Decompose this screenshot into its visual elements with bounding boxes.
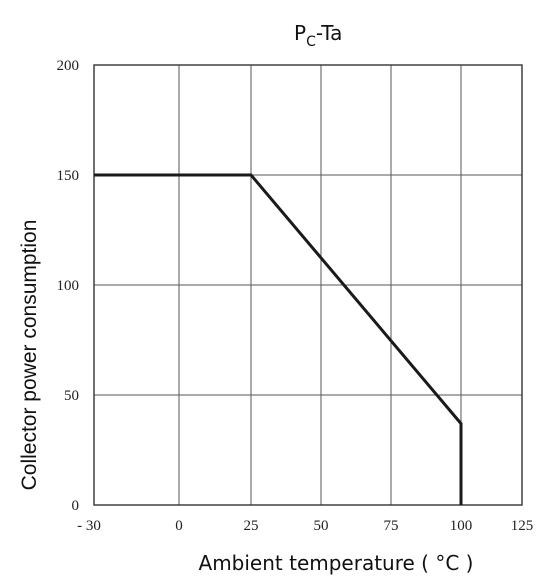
y-tick-label: 150 — [57, 168, 80, 184]
series-line — [94, 173, 463, 505]
y-axis-ticks: 0 50 100 150 200 — [57, 58, 80, 514]
grid — [93, 64, 523, 506]
x-tick-label: 75 — [384, 518, 399, 534]
x-tick-label: 25 — [244, 518, 259, 534]
x-tick-label: 125 — [511, 518, 534, 534]
y-tick-label: 100 — [57, 278, 80, 294]
y-tick-label: 200 — [57, 58, 80, 74]
x-axis-ticks: - 30 0 25 50 75 100 125 — [77, 518, 533, 534]
y-tick-label: 50 — [64, 388, 79, 404]
x-tick-label: 50 — [314, 518, 329, 534]
y-tick-label: 0 — [72, 498, 80, 514]
series-group — [94, 173, 463, 505]
x-axis-label: Ambient temperature ( °C ) — [199, 551, 474, 575]
x-tick-label: - 30 — [77, 518, 101, 534]
x-tick-label: 0 — [175, 518, 183, 534]
x-tick-label: 100 — [450, 518, 473, 534]
plot-frame — [93, 64, 523, 506]
chart-title: PC-Ta — [294, 21, 342, 50]
y-axis-label: Collector power consumption — [18, 220, 41, 491]
